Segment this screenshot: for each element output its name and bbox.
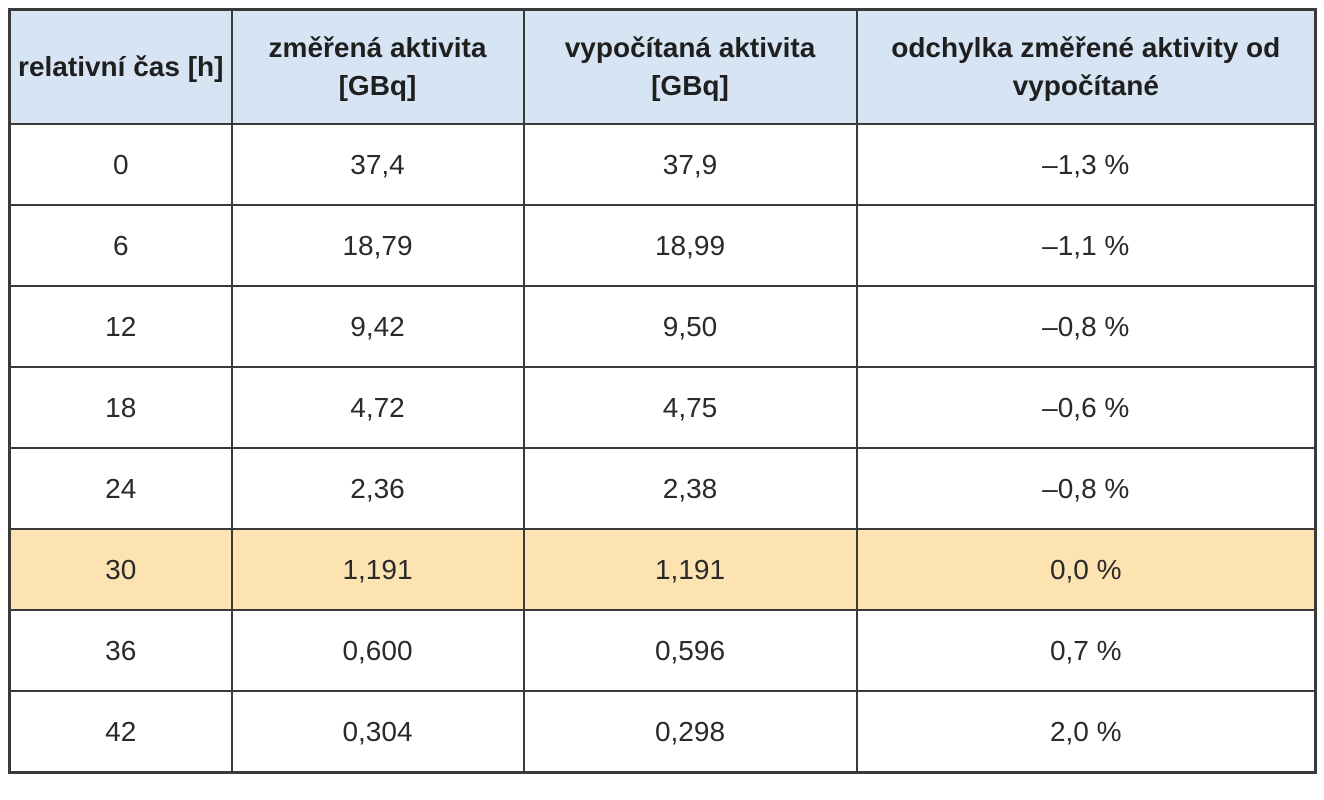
- cell-calculated: 1,191: [522, 528, 858, 611]
- cell-calculated: 2,38: [522, 447, 858, 530]
- table-row: 0 37,4 37,9 –1,3 %: [8, 123, 1317, 206]
- cell-calculated: 18,99: [522, 204, 858, 287]
- cell-deviation: –0,8 %: [855, 447, 1317, 530]
- cell-measured: 1,191: [230, 528, 525, 611]
- header-relative-time: relativní čas [h]: [8, 8, 233, 125]
- header-deviation: odchylka změřené aktivity od vypočítané: [855, 8, 1317, 125]
- cell-calculated: 0,596: [522, 609, 858, 692]
- table-header: relativní čas [h] změřená aktivita [GBq]…: [8, 8, 1317, 125]
- cell-deviation: –0,6 %: [855, 366, 1317, 449]
- table-row: 36 0,600 0,596 0,7 %: [8, 609, 1317, 692]
- table-row: 18 4,72 4,75 –0,6 %: [8, 366, 1317, 449]
- header-row: relativní čas [h] změřená aktivita [GBq]…: [8, 8, 1317, 125]
- cell-time: 36: [8, 609, 233, 692]
- cell-deviation: –1,3 %: [855, 123, 1317, 206]
- cell-deviation: 0,0 %: [855, 528, 1317, 611]
- cell-calculated: 4,75: [522, 366, 858, 449]
- header-measured-activity: změřená aktivita [GBq]: [230, 8, 525, 125]
- cell-measured: 18,79: [230, 204, 525, 287]
- cell-deviation: 0,7 %: [855, 609, 1317, 692]
- cell-measured: 37,4: [230, 123, 525, 206]
- cell-deviation: –0,8 %: [855, 285, 1317, 368]
- cell-measured: 0,600: [230, 609, 525, 692]
- table-row: 6 18,79 18,99 –1,1 %: [8, 204, 1317, 287]
- table-row: 12 9,42 9,50 –0,8 %: [8, 285, 1317, 368]
- cell-measured: 4,72: [230, 366, 525, 449]
- table-row: 42 0,304 0,298 2,0 %: [8, 690, 1317, 774]
- cell-calculated: 37,9: [522, 123, 858, 206]
- cell-measured: 9,42: [230, 285, 525, 368]
- cell-measured: 0,304: [230, 690, 525, 774]
- activity-table: relativní čas [h] změřená aktivita [GBq]…: [8, 8, 1317, 774]
- cell-time: 30: [8, 528, 233, 611]
- cell-measured: 2,36: [230, 447, 525, 530]
- cell-calculated: 0,298: [522, 690, 858, 774]
- cell-deviation: 2,0 %: [855, 690, 1317, 774]
- cell-time: 42: [8, 690, 233, 774]
- cell-time: 6: [8, 204, 233, 287]
- cell-deviation: –1,1 %: [855, 204, 1317, 287]
- cell-calculated: 9,50: [522, 285, 858, 368]
- table-body: 0 37,4 37,9 –1,3 % 6 18,79 18,99 –1,1 % …: [8, 123, 1317, 774]
- table-row-highlighted: 30 1,191 1,191 0,0 %: [8, 528, 1317, 611]
- header-calculated-activity: vypočítaná aktivita [GBq]: [522, 8, 858, 125]
- cell-time: 24: [8, 447, 233, 530]
- cell-time: 18: [8, 366, 233, 449]
- cell-time: 0: [8, 123, 233, 206]
- table-row: 24 2,36 2,38 –0,8 %: [8, 447, 1317, 530]
- cell-time: 12: [8, 285, 233, 368]
